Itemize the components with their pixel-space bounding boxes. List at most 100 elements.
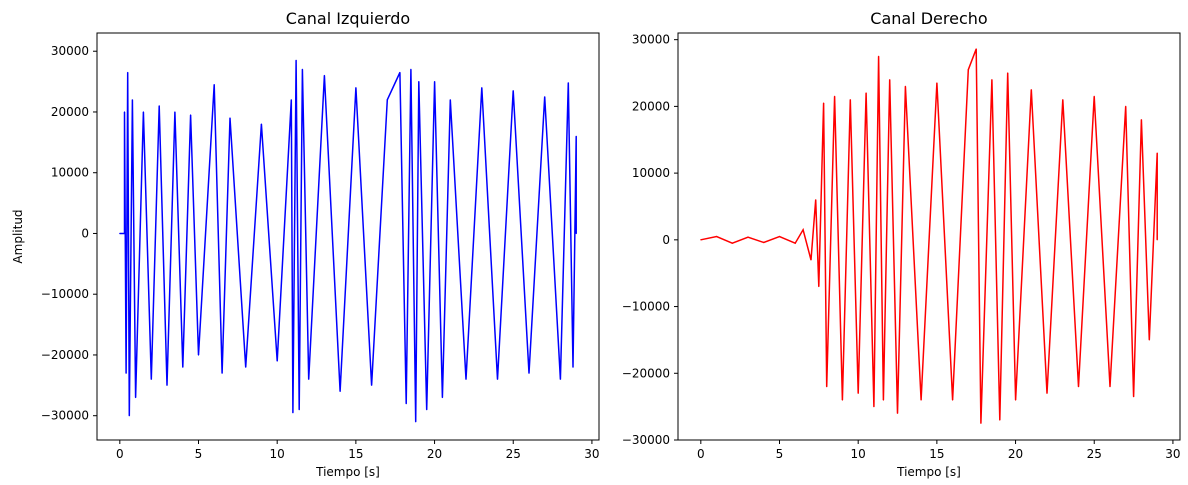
data-point bbox=[889, 79, 891, 81]
data-point bbox=[700, 239, 702, 241]
right-channel-chart: Canal Derecho 0 5 10 15 20 25 30 −30000 −20000 −10… bbox=[622, 9, 1181, 479]
x-tick-label: 20 bbox=[1008, 447, 1023, 461]
data-point bbox=[128, 415, 130, 417]
data-point bbox=[904, 85, 907, 87]
data-point bbox=[834, 95, 836, 97]
data-point bbox=[936, 82, 938, 84]
data-point bbox=[810, 259, 812, 261]
data-point bbox=[873, 406, 875, 408]
data-point bbox=[1015, 399, 1017, 401]
data-point bbox=[295, 59, 297, 61]
data-point bbox=[426, 409, 428, 411]
data-point bbox=[865, 92, 867, 94]
chart-title: Canal Derecho bbox=[870, 9, 987, 28]
x-tick-label: 5 bbox=[195, 447, 203, 461]
data-point bbox=[135, 396, 137, 399]
x-tick-label: 20 bbox=[427, 447, 442, 461]
data-point bbox=[399, 71, 401, 74]
data-point bbox=[213, 84, 215, 86]
data-point bbox=[1140, 119, 1142, 121]
data-point bbox=[298, 409, 300, 411]
data-point bbox=[1093, 95, 1095, 97]
data-point bbox=[182, 366, 184, 368]
x-tick-label: 5 bbox=[776, 447, 784, 461]
data-point bbox=[980, 422, 982, 424]
data-point bbox=[849, 99, 851, 101]
data-point bbox=[1133, 396, 1135, 398]
y-tick-label: 0 bbox=[81, 226, 89, 240]
y-tick-label: 20000 bbox=[51, 105, 89, 119]
data-point bbox=[1148, 339, 1150, 341]
data-point bbox=[567, 82, 569, 84]
data-point bbox=[371, 384, 373, 386]
data-point bbox=[823, 102, 825, 104]
x-axis-label: Tiempo [s] bbox=[896, 465, 961, 479]
data-point bbox=[544, 96, 546, 98]
data-point bbox=[292, 412, 294, 414]
series-line bbox=[119, 60, 577, 422]
data-point bbox=[405, 403, 407, 405]
data-point bbox=[512, 90, 514, 92]
y-tick-label: 20000 bbox=[632, 99, 670, 113]
x-tick-label: 10 bbox=[851, 447, 866, 461]
data-point bbox=[229, 117, 231, 119]
series-line bbox=[700, 48, 1158, 424]
x-tick-label: 0 bbox=[697, 447, 705, 461]
data-point bbox=[763, 241, 765, 244]
y-tick-label: −20000 bbox=[622, 366, 670, 380]
data-point bbox=[449, 99, 451, 101]
data-point bbox=[123, 232, 126, 235]
data-point bbox=[245, 366, 247, 368]
data-point bbox=[952, 399, 954, 401]
y-tick-label: 30000 bbox=[51, 44, 89, 58]
data-point bbox=[1007, 72, 1009, 74]
data-point bbox=[418, 81, 420, 83]
data-point bbox=[1030, 89, 1032, 91]
x-tick-label: 10 bbox=[270, 447, 285, 461]
plot-frame bbox=[677, 32, 1181, 441]
y-tick-label: 10000 bbox=[632, 166, 670, 180]
data-point bbox=[127, 71, 129, 74]
data-point bbox=[815, 199, 817, 201]
data-point bbox=[1109, 386, 1111, 388]
data-point bbox=[323, 74, 325, 77]
data-point bbox=[575, 232, 577, 235]
x-axis-label: Tiempo [s] bbox=[315, 465, 380, 479]
data-point bbox=[465, 378, 467, 380]
data-point bbox=[1125, 105, 1127, 107]
data-point bbox=[301, 68, 303, 70]
data-point bbox=[841, 399, 844, 401]
data-point bbox=[355, 87, 357, 89]
data-point bbox=[441, 396, 443, 399]
data-point bbox=[119, 232, 121, 235]
data-point bbox=[528, 372, 530, 374]
data-point bbox=[826, 386, 828, 388]
x-tick-label: 25 bbox=[1087, 447, 1102, 461]
data-point bbox=[882, 399, 885, 401]
x-tick-label: 30 bbox=[1165, 447, 1180, 461]
y-axis-label: Amplitud bbox=[11, 209, 25, 263]
data-point bbox=[150, 378, 152, 380]
data-point bbox=[174, 111, 176, 113]
data-point bbox=[896, 412, 899, 414]
data-point bbox=[481, 87, 483, 89]
x-tick-label: 15 bbox=[929, 447, 944, 461]
y-tick-label: 10000 bbox=[51, 166, 89, 180]
data-point bbox=[967, 69, 969, 71]
data-point bbox=[572, 366, 574, 368]
data-point bbox=[290, 99, 292, 101]
data-point bbox=[1077, 386, 1080, 388]
data-point bbox=[1156, 239, 1158, 241]
data-point bbox=[857, 392, 859, 394]
data-point bbox=[575, 135, 577, 137]
data-point bbox=[260, 123, 262, 125]
data-point bbox=[878, 55, 880, 58]
data-point bbox=[794, 242, 796, 244]
chart-title: Canal Izquierdo bbox=[286, 9, 410, 28]
data-point bbox=[802, 229, 804, 231]
data-point bbox=[1062, 99, 1064, 101]
x-tick-label: 0 bbox=[116, 447, 124, 461]
data-point bbox=[747, 236, 749, 238]
y-tick-label: 0 bbox=[662, 233, 670, 247]
data-point bbox=[276, 360, 278, 362]
